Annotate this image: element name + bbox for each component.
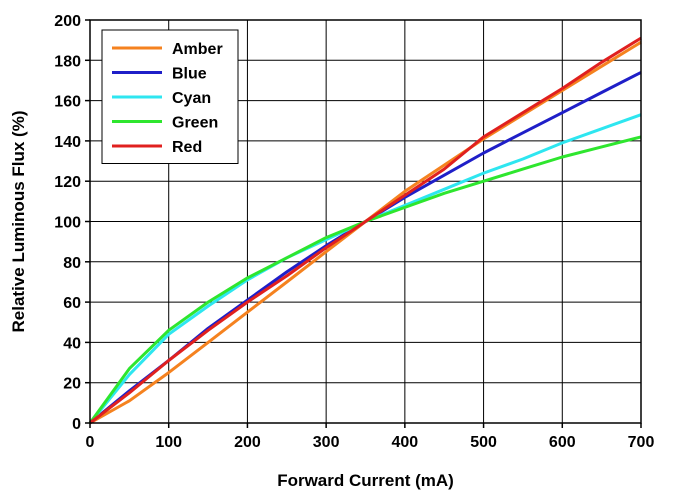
legend-label-amber: Amber <box>172 41 223 58</box>
y-tick-label: 40 <box>63 335 81 352</box>
legend-label-blue: Blue <box>172 66 207 83</box>
x-tick-label: 0 <box>86 434 95 451</box>
x-axis-ticks: 0 100 200 300 400 500 600 700 <box>86 423 655 451</box>
x-axis-title: Forward Current (mA) <box>277 471 454 490</box>
y-axis-ticks: 0 20 40 60 80 100 120 140 160 180 200 <box>54 13 90 433</box>
x-tick-label: 700 <box>628 434 655 451</box>
y-tick-label: 200 <box>54 13 81 30</box>
x-tick-label: 100 <box>155 434 182 451</box>
y-tick-label: 20 <box>63 376 81 393</box>
y-axis-title: Relative Luminous Flux (%) <box>9 111 28 333</box>
legend-label-cyan: Cyan <box>172 90 211 107</box>
y-tick-label: 120 <box>54 174 81 191</box>
y-tick-label: 180 <box>54 53 81 70</box>
y-tick-label: 80 <box>63 255 81 272</box>
x-tick-label: 200 <box>234 434 261 451</box>
y-tick-label: 0 <box>72 416 81 433</box>
legend-label-red: Red <box>172 139 202 156</box>
x-tick-label: 600 <box>549 434 576 451</box>
y-tick-label: 140 <box>54 134 81 151</box>
legend: Amber Blue Cyan Green Red <box>101 29 239 164</box>
x-tick-label: 400 <box>392 434 419 451</box>
y-tick-label: 100 <box>54 215 81 232</box>
series-line-green <box>88 135 642 424</box>
y-tick-label: 60 <box>63 295 81 312</box>
x-tick-label: 500 <box>470 434 497 451</box>
x-tick-label: 300 <box>313 434 340 451</box>
series-line-red <box>89 36 642 425</box>
legend-label-green: Green <box>172 115 218 132</box>
y-tick-label: 160 <box>54 94 81 111</box>
series-lines <box>88 36 642 425</box>
